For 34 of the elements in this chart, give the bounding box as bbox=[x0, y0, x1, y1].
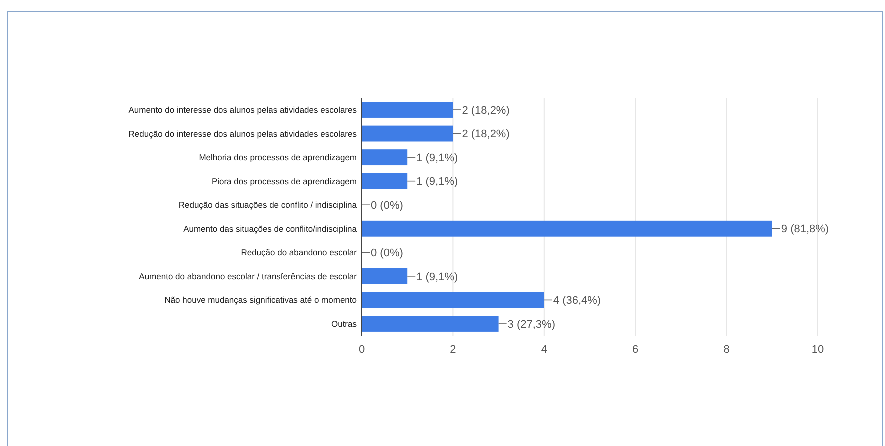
data-label: 1 (9,1%) bbox=[416, 271, 458, 284]
data-label: 2 (18,2%) bbox=[462, 128, 510, 141]
y-tick-label: Aumento do abandono escolar / transferências de escolar bbox=[139, 271, 358, 282]
bar bbox=[362, 102, 454, 118]
bar bbox=[362, 292, 544, 308]
bar bbox=[362, 150, 408, 166]
y-tick-label: Aumento das situações de conflito/indisciplina bbox=[184, 224, 358, 234]
y-tick-label: Não houve mudanças significativas até o momento bbox=[164, 295, 358, 306]
y-tick-label: Aumento do interesse dos alunos pelas atividades escolares bbox=[128, 104, 357, 115]
y-tick-label: Outras bbox=[331, 318, 357, 329]
x-tick-label: 4 bbox=[541, 344, 548, 356]
y-tick-label: Redução das situações de conflito / indisciplina bbox=[178, 200, 358, 210]
bar bbox=[362, 173, 408, 190]
x-tick-label: 10 bbox=[812, 344, 824, 356]
x-tick-label: 8 bbox=[724, 344, 730, 356]
data-label: 1 (9,1%) bbox=[416, 152, 458, 164]
data-label: 0 (0%) bbox=[371, 200, 404, 212]
bar bbox=[362, 126, 454, 142]
data-label: 2 (18,2%) bbox=[462, 104, 510, 117]
x-tick-label: 2 bbox=[450, 344, 456, 356]
data-label: 1 (9,1%) bbox=[416, 176, 458, 188]
y-tick-label: Redução do interesse dos alunos pelas atividades escolares bbox=[128, 128, 357, 139]
data-label: 3 (27,3%) bbox=[508, 318, 556, 331]
x-tick-label: 0 bbox=[358, 344, 366, 356]
y-tick-label: Piora dos processos de aprendizagem bbox=[212, 176, 357, 186]
bar bbox=[362, 220, 772, 237]
x-tick-label: 6 bbox=[632, 344, 639, 356]
y-tick-label: Melhoria dos processos de aprendizagem bbox=[199, 152, 357, 163]
data-label: 9 (81,8%) bbox=[781, 224, 830, 236]
y-tick-label: Redução do abandono escolar bbox=[241, 248, 358, 258]
bar bbox=[362, 316, 499, 332]
bar bbox=[362, 268, 408, 284]
data-label: 0 (0%) bbox=[371, 248, 404, 260]
data-label: 4 (36,4%) bbox=[553, 295, 602, 308]
